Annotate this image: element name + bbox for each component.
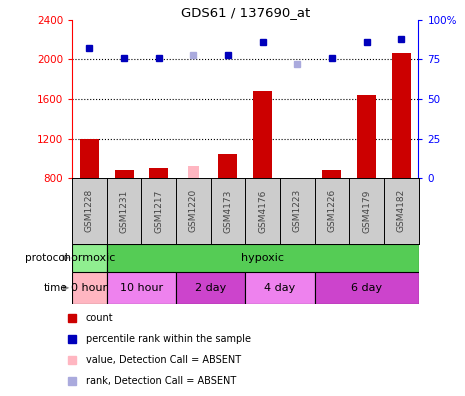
Text: GSM1231: GSM1231: [120, 189, 128, 232]
Text: 10 hour: 10 hour: [120, 283, 163, 293]
Bar: [72, 244, 106, 272]
Text: normoxic: normoxic: [64, 253, 115, 263]
Bar: [322, 170, 341, 178]
Text: 2 day: 2 day: [195, 283, 226, 293]
Text: protocol: protocol: [25, 253, 67, 263]
Text: GSM4182: GSM4182: [397, 189, 405, 232]
Bar: [80, 139, 99, 178]
Text: time: time: [44, 283, 67, 293]
Text: 6 day: 6 day: [351, 283, 382, 293]
Bar: [357, 95, 376, 178]
Bar: [314, 272, 418, 304]
Text: GSM4173: GSM4173: [224, 189, 232, 232]
Text: 0 hour: 0 hour: [71, 283, 107, 293]
Text: GSM1226: GSM1226: [327, 189, 336, 232]
Bar: [392, 53, 411, 178]
Text: GSM4179: GSM4179: [362, 189, 371, 232]
Text: hypoxic: hypoxic: [241, 253, 284, 263]
Bar: [246, 272, 314, 304]
Bar: [288, 178, 307, 182]
Bar: [72, 272, 106, 304]
Bar: [149, 168, 168, 178]
Bar: [253, 91, 272, 178]
Bar: [188, 166, 199, 178]
Text: GSM1220: GSM1220: [189, 189, 198, 232]
Text: value, Detection Call = ABSENT: value, Detection Call = ABSENT: [86, 355, 241, 365]
Bar: [106, 272, 176, 304]
Title: GDS61 / 137690_at: GDS61 / 137690_at: [181, 6, 310, 19]
Text: GSM4176: GSM4176: [258, 189, 267, 232]
Text: 4 day: 4 day: [264, 283, 296, 293]
Text: GSM1228: GSM1228: [85, 189, 94, 232]
Text: GSM1217: GSM1217: [154, 189, 163, 232]
Text: count: count: [86, 313, 113, 323]
Bar: [176, 272, 246, 304]
Text: percentile rank within the sample: percentile rank within the sample: [86, 334, 251, 344]
Bar: [219, 154, 238, 178]
Bar: [114, 170, 133, 178]
Text: rank, Detection Call = ABSENT: rank, Detection Call = ABSENT: [86, 376, 236, 386]
Text: GSM1223: GSM1223: [293, 189, 302, 232]
